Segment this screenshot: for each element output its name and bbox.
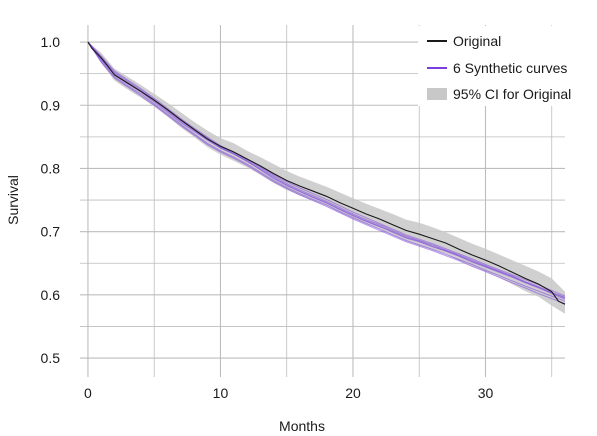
x-tick-label: 30 — [478, 385, 494, 401]
y-tick-label: 0.6 — [41, 287, 61, 303]
synthetic-curve-6 — [87, 41, 566, 297]
tick-labels: 0 10 20 30 1.0 0.9 0.8 0.7 0.6 0.5 — [41, 34, 494, 401]
y-axis-title: Survival — [5, 175, 21, 225]
x-axis-title: Months — [279, 418, 325, 434]
legend-swatch-ci — [427, 88, 447, 100]
y-tick-label: 1.0 — [41, 34, 61, 50]
y-tick-label: 0.7 — [41, 224, 61, 240]
y-tick-label: 0.9 — [41, 97, 61, 113]
x-tick-label: 0 — [84, 385, 92, 401]
legend: Original 6 Synthetic curves 95% CI for O… — [418, 26, 597, 106]
original-curve — [87, 41, 566, 305]
x-tick-label: 10 — [213, 385, 229, 401]
legend-label-original: Original — [453, 33, 501, 49]
synthetic-curve-4 — [87, 41, 566, 299]
ci-band-group — [88, 42, 565, 314]
ci-band — [88, 42, 565, 314]
legend-background — [418, 26, 597, 106]
legend-label-synthetic: 6 Synthetic curves — [453, 60, 567, 76]
synthetic-curve-1 — [87, 41, 566, 300]
x-tick-label: 20 — [345, 385, 361, 401]
legend-label-ci: 95% CI for Original — [453, 86, 571, 102]
y-tick-label: 0.5 — [41, 350, 61, 366]
original-curve-group — [87, 41, 566, 305]
synthetic-curve-3 — [87, 41, 566, 302]
y-tick-label: 0.8 — [41, 160, 61, 176]
synthetic-curve-5 — [87, 41, 566, 305]
synthetic-curves — [87, 41, 566, 305]
